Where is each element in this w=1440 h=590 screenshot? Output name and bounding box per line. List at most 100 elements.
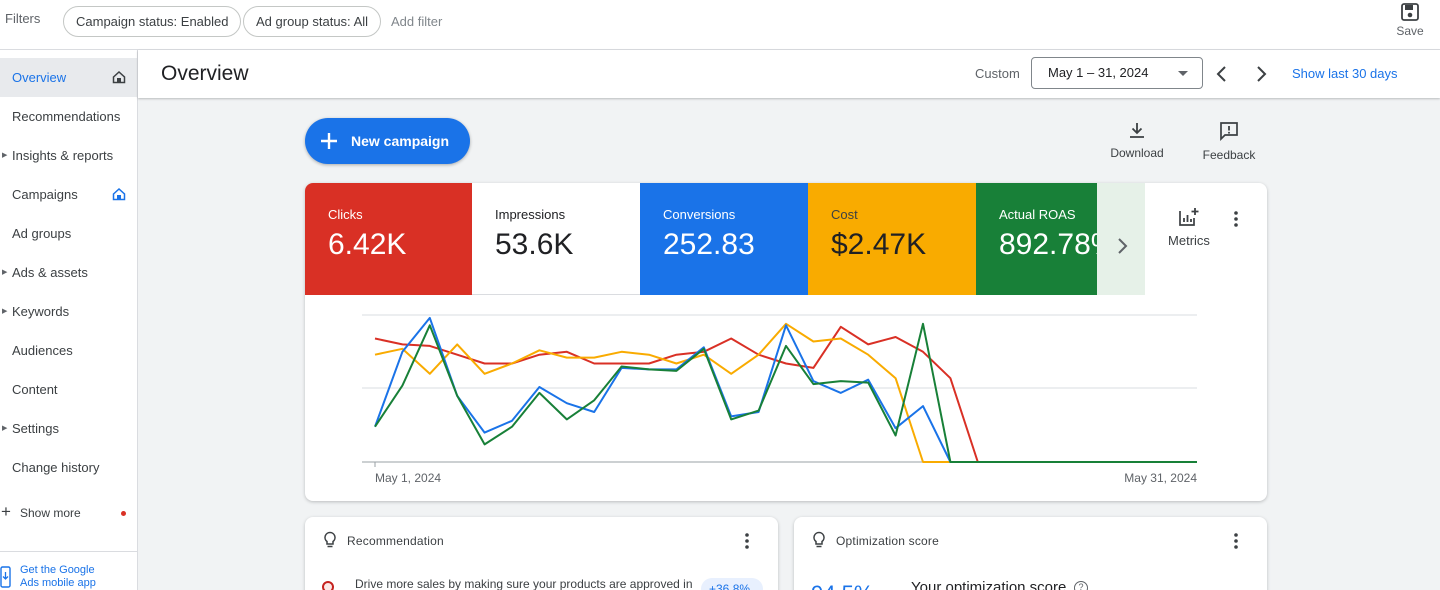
sidebar: Overview Recommendations ▶ Insights & re… [0,50,138,590]
sidebar-item-label: Ads & assets [12,265,88,280]
recommendation-title: Recommendation [347,534,444,548]
more-vert-icon[interactable] [1233,210,1239,228]
sidebar-item-label: Audiences [12,343,73,358]
merchant-center-icon [322,581,334,590]
metric-value: 6.42K [328,228,407,261]
home-icon [112,187,126,201]
metric-value: 53.6K [495,228,574,261]
get-mobile-app-link[interactable]: Get the Google Ads mobile app [20,564,130,590]
sidebar-item-campaigns[interactable]: Campaigns [0,175,137,214]
sidebar-item-label: Campaigns [12,187,78,202]
metric-label: Impressions [495,207,566,222]
metric-cost[interactable]: Cost $2.47K [808,183,976,295]
download-label: Download [1110,146,1164,160]
metric-impressions[interactable]: Impressions 53.6K [472,183,640,295]
feedback-button[interactable]: Feedback [1200,120,1258,162]
chevron-right-icon[interactable] [1115,237,1129,255]
recommendation-text[interactable]: Drive more sales by making sure your pro… [355,577,693,590]
feedback-icon [1220,122,1238,142]
filter-chip-ad-group-status[interactable]: Ad group status: All [243,6,382,37]
sidebar-item-ads-assets[interactable]: ▶ Ads & assets [0,253,137,292]
add-filter-button[interactable]: Add filter [391,14,443,29]
sidebar-item-recommendations[interactable]: Recommendations [0,97,137,136]
phone-download-icon [0,566,11,588]
metrics-button[interactable]: Metrics [1160,207,1218,248]
series-layer [374,316,1197,463]
lightbulb-icon [324,531,336,548]
performance-card: Clicks 6.42K Impressions 53.6K Conversio… [305,183,1267,501]
save-icon [1401,3,1419,21]
metrics-label: Metrics [1168,233,1210,248]
chevron-right-icon[interactable] [1251,64,1271,84]
caret-right-icon: ▶ [2,308,8,315]
caret-right-icon: ▶ [2,425,8,432]
optimization-score-label: Your optimization score [911,579,1067,590]
sidebar-item-keywords[interactable]: ▶ Keywords [0,292,137,331]
sidebar-item-insights-reports[interactable]: ▶ Insights & reports [0,136,137,175]
metric-value: 892.78% [999,228,1097,261]
series-line-3 [374,322,1197,463]
sidebar-item-label: Settings [12,421,59,436]
optimization-title: Optimization score [836,534,939,548]
series-line-1 [374,322,1197,463]
help-icon[interactable]: ? [1074,581,1088,590]
sidebar-item-content[interactable]: Content [0,370,137,409]
recommendation-card: Recommendation Drive more sales by makin… [305,517,778,590]
metric-conversions[interactable]: Conversions 252.83 [640,183,808,295]
sidebar-item-label: Content [12,382,58,397]
date-range-select[interactable]: May 1 – 31, 2024 [1031,57,1203,89]
show-last-30-days-link[interactable]: Show last 30 days [1292,66,1398,81]
sidebar-item-label: Recommendations [12,109,121,124]
new-campaign-label: New campaign [351,133,450,149]
sidebar-item-overview[interactable]: Overview [0,58,137,97]
sidebar-item-change-history[interactable]: Change history [0,448,137,487]
home-icon [112,70,126,84]
notification-dot [121,511,126,516]
dropdown-arrow-icon [1178,71,1188,76]
filter-bar: Filters Campaign status: Enabled Ad grou… [0,0,1440,50]
series-line-2 [374,316,1197,463]
new-campaign-button[interactable]: New campaign [305,118,470,164]
download-icon [1130,123,1144,138]
optimization-score-card: Optimization score 94.5% Your optimizati… [794,517,1267,590]
x-tick-label-start: May 1, 2024 [375,471,441,485]
date-range-value: May 1 – 31, 2024 [1048,65,1149,80]
chevron-left-icon[interactable] [1212,64,1232,84]
sidebar-item-audiences[interactable]: Audiences [0,331,137,370]
custom-label: Custom [975,66,1020,81]
sidebar-item-label: Keywords [12,304,70,319]
metric-label: Cost [831,207,858,222]
optimization-score-value: 94.5% [811,581,873,590]
feedback-label: Feedback [1202,148,1256,162]
sidebar-item-ad-groups[interactable]: Ad groups [0,214,137,253]
sidebar-item-label: Overview [12,70,67,85]
download-button[interactable]: Download [1108,120,1166,160]
filter-chip-campaign-status[interactable]: Campaign status: Enabled [63,6,242,37]
metric-value: $2.47K [831,228,927,261]
sidebar-item-label: Ad groups [12,226,72,241]
sidebar-item-label: Change history [12,460,100,475]
sidebar-item-settings[interactable]: ▶ Settings [0,409,137,448]
show-more-label: Show more [20,506,81,520]
get-app-line1: Get the Google [20,564,95,576]
get-app-line2: Ads mobile app [20,577,96,589]
more-vert-icon[interactable] [1233,532,1239,550]
caret-right-icon: ▶ [2,152,8,159]
show-more-button[interactable]: + Show more [0,501,137,525]
metric-actual-roas[interactable]: Actual ROAS 892.78% [976,183,1097,295]
metric-clicks[interactable]: Clicks 6.42K [305,183,472,295]
save-button[interactable]: Save [1392,2,1428,38]
metric-label: Clicks [328,207,363,222]
metric-label: Conversions [663,207,736,222]
save-label: Save [1396,24,1424,38]
caret-right-icon: ▶ [2,269,8,276]
lightbulb-icon [813,531,825,548]
more-vert-icon[interactable] [744,532,750,550]
metric-overflow-fade [1097,183,1145,295]
plus-icon [321,133,337,149]
plus-icon: + [1,502,11,521]
metric-value: 252.83 [663,228,755,261]
uplift-badge: +36.8% [701,578,763,590]
filters-label: Filters [5,11,41,26]
sidebar-divider [0,551,137,552]
